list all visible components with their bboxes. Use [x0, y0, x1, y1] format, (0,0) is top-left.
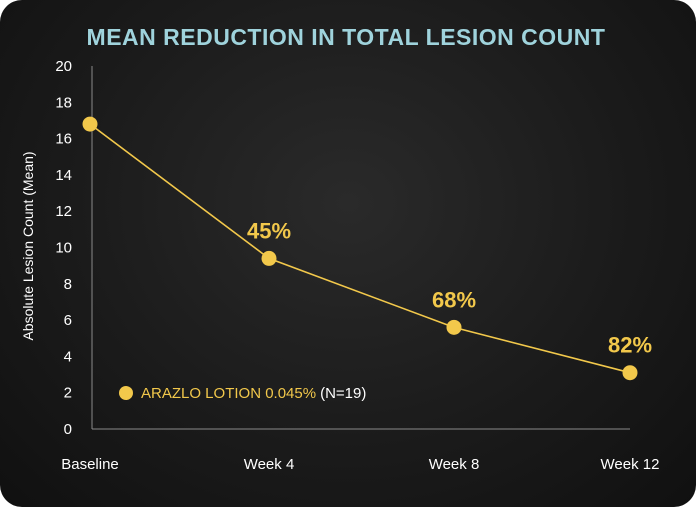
y-tick-label: 10 — [55, 240, 72, 257]
y-tick-label: 6 — [64, 312, 72, 329]
y-axis-label: Absolute Lesion Count (Mean) — [20, 151, 36, 340]
data-labels: 45% 68% 82% — [247, 218, 652, 357]
y-tick-label: 2 — [64, 385, 72, 402]
y-tick-label: 4 — [64, 348, 72, 365]
data-label: 45% — [247, 218, 291, 243]
legend: ARAZLO LOTION 0.045% (N=19) — [119, 385, 366, 402]
x-tick-label: Baseline — [61, 456, 119, 473]
series-layer — [82, 116, 638, 381]
data-point — [446, 319, 462, 335]
y-tick-label: 12 — [55, 203, 72, 220]
x-tick-label: Week 4 — [244, 456, 295, 473]
series-line — [89, 123, 631, 374]
y-tick-label: 16 — [55, 131, 72, 148]
y-tick-label: 20 — [55, 58, 72, 75]
data-point — [261, 250, 277, 266]
x-tick-labels: Baseline Week 4 Week 8 Week 12 — [61, 456, 659, 473]
data-label: 82% — [608, 333, 652, 358]
legend-marker — [119, 386, 133, 400]
data-point — [622, 365, 638, 381]
x-tick-label: Week 12 — [601, 456, 660, 473]
chart-title: MEAN REDUCTION IN TOTAL LESION COUNT — [87, 24, 606, 50]
y-tick-labels: 0 2 4 6 8 10 12 14 16 18 20 — [55, 58, 72, 438]
data-point — [82, 116, 98, 132]
legend-series-n: (N=19) — [320, 385, 366, 402]
y-tick-label: 18 — [55, 94, 72, 111]
x-tick-label: Week 8 — [429, 456, 480, 473]
y-tick-label: 0 — [64, 421, 72, 438]
y-tick-label: 14 — [55, 167, 72, 184]
legend-series-name: ARAZLO LOTION 0.045% — [141, 385, 316, 402]
data-label: 68% — [432, 287, 476, 312]
y-tick-label: 8 — [64, 276, 72, 293]
legend-label: ARAZLO LOTION 0.045% (N=19) — [141, 385, 366, 402]
